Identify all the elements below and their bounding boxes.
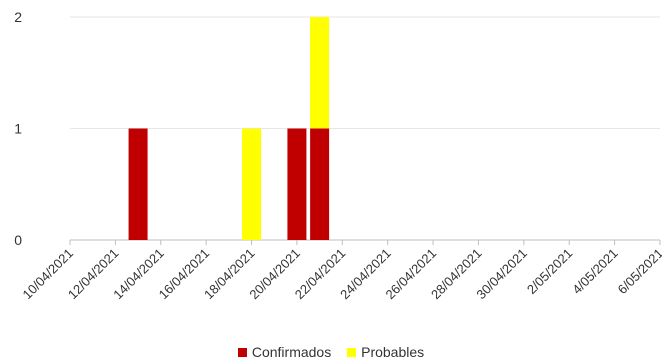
legend-label-confirmados: Confirmados [251,344,332,360]
x-tick-label-11: 2/05/2021 [524,246,576,298]
bar-probables-3 [310,17,330,129]
bar-probables-1 [242,128,262,240]
legend-item-confirmados: Confirmados [237,344,332,360]
bar-confirmados-2 [287,128,307,240]
y-tick-label-2: 2 [14,9,22,25]
x-tick-label-13: 6/05/2021 [615,246,662,298]
y-tick-label-0: 0 [14,232,22,248]
x-tick-label-12: 4/05/2021 [569,246,621,298]
legend-swatch-confirmados [237,348,247,357]
legend: Confirmados Probables [0,344,662,360]
bar-confirmados-3 [310,128,330,240]
legend-label-probables: Probables [361,344,425,360]
legend-item-probables: Probables [347,344,424,360]
legend-swatch-probables [347,348,357,357]
y-tick-label-1: 1 [14,121,22,137]
bar-confirmados-0 [128,128,148,240]
